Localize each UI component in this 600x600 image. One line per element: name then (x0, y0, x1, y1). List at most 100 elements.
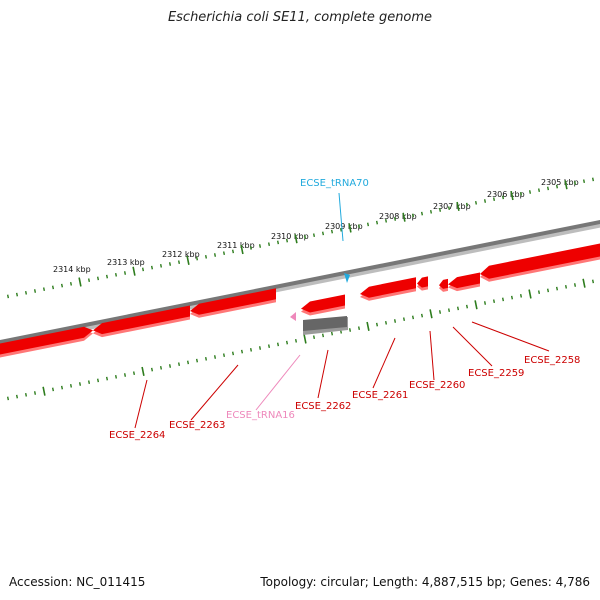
inner-ring-minor-tick (573, 283, 577, 287)
outer-ring-minor-tick (24, 290, 28, 295)
label-g2264: ECSE_2264 (109, 430, 165, 441)
outer-ring-minor-tick (501, 195, 505, 200)
outer-ring-minor-tick (429, 209, 433, 214)
outer-ring-minor-tick (411, 213, 415, 218)
leader-2261 (372, 337, 396, 389)
leader-2264 (134, 379, 148, 429)
leader-2263 (190, 364, 239, 421)
gene-features (0, 243, 600, 358)
outer-ring-minor-tick (582, 179, 586, 184)
inner-ring-minor-tick (267, 344, 271, 349)
inner-ring-minor-tick (168, 364, 172, 368)
outer-ring-minor-tick (366, 222, 370, 227)
inner-ring-minor-tick (393, 319, 397, 323)
leader-2258 (471, 321, 550, 352)
outer-ring-minor-tick (150, 265, 154, 270)
leader-2259 (452, 326, 493, 367)
outer-ring-minor-tick (393, 217, 397, 221)
inner-ring-minor-tick (447, 308, 451, 313)
scale-label-2308-kbp: 2308 kbp (379, 212, 417, 221)
outer-ring-minor-tick (339, 227, 343, 232)
outer-ring-minor-tick (474, 200, 478, 205)
outer-ring-minor-tick (285, 238, 289, 243)
outer-ring-major-tick (564, 180, 568, 190)
label-g2261: ECSE_2261 (352, 390, 408, 401)
outer-ring-minor-tick (141, 267, 145, 272)
inner-ring-minor-tick (492, 299, 496, 304)
inner-ring-minor-tick (132, 371, 136, 376)
outer-ring-major-tick (402, 212, 406, 222)
map-title: Escherichia coli SE11, complete genome (167, 10, 433, 25)
gene-ECSE-2258a (439, 278, 448, 289)
outer-ring-minor-tick (87, 278, 91, 283)
outer-ring-minor-tick (42, 287, 46, 292)
inner-ring-minor-tick (375, 322, 379, 327)
inner-ring-minor-tick (204, 356, 208, 361)
label-trna16: ECSE_tRNA16 (226, 410, 295, 421)
gene-ECSE-2257 (480, 243, 600, 279)
outer-ring-minor-tick (177, 260, 181, 265)
leader-trna70 (338, 192, 344, 242)
scale-label-2306-kbp: 2306 kbp (487, 190, 525, 199)
inner-ring-minor-tick (564, 284, 568, 289)
outer-ring-minor-tick (267, 242, 271, 247)
outer-ring-minor-tick (222, 251, 226, 256)
trna-ECSE-tRNA70 (344, 273, 350, 283)
inner-ring-minor-tick (321, 333, 325, 338)
outer-ring-minor-tick (168, 262, 172, 266)
inner-ring-minor-tick (6, 396, 10, 401)
inner-ring-minor-tick (24, 392, 28, 397)
outer-ring-minor-tick (105, 274, 109, 279)
scale-label-2314-kbp: 2314 kbp (53, 265, 91, 274)
leader-2260 (429, 330, 435, 381)
inner-ring-minor-tick (60, 385, 64, 390)
accession-text: Accession: NC_011415 (9, 575, 146, 589)
gene-ECSE-2261 (301, 294, 345, 313)
inner-ring-minor-tick (213, 355, 217, 359)
outer-ring-minor-tick (33, 289, 37, 293)
inner-ring-minor-tick (249, 347, 253, 352)
inner-ring-major-tick (474, 300, 478, 310)
inner-ring-minor-tick (222, 353, 226, 358)
outer-ring-minor-tick (303, 235, 307, 239)
outer-ring-minor-tick (519, 191, 523, 196)
outer-ring-minor-tick (546, 186, 550, 191)
inner-ring-minor-tick (312, 335, 316, 340)
inner-ring-major-tick (366, 321, 370, 331)
inner-ring-major-tick (303, 334, 307, 344)
outer-tick-ring (6, 177, 595, 299)
trna-ECSE-tRNA16 (290, 312, 296, 321)
inner-ring-minor-tick (438, 310, 442, 314)
outer-ring-minor-tick (96, 276, 100, 281)
gene-ECSE-2263 (93, 305, 190, 335)
outer-ring-major-tick (240, 245, 244, 255)
outer-ring-minor-tick (555, 184, 559, 189)
inner-ring-minor-tick (276, 342, 280, 347)
inner-ring-major-tick (429, 309, 433, 319)
inner-ring-minor-tick (51, 387, 55, 392)
backbone-line (0, 219, 600, 345)
inner-ring-major-tick (528, 289, 532, 299)
inner-ring-minor-tick (456, 306, 460, 311)
inner-ring-minor-tick (294, 338, 298, 343)
inner-ring-minor-tick (15, 394, 19, 399)
outer-ring-minor-tick (159, 263, 163, 268)
inner-ring-minor-tick (87, 380, 91, 385)
inner-ring-minor-tick (33, 391, 37, 395)
inner-ring-minor-tick (240, 349, 244, 354)
inner-ring-minor-tick (150, 367, 154, 372)
outer-ring-major-tick (132, 266, 136, 276)
outer-ring-minor-tick (249, 245, 253, 250)
inner-tick-ring (6, 278, 595, 401)
inner-ring-minor-tick (591, 279, 595, 284)
outer-ring-major-tick (348, 223, 352, 233)
scale-label-2307-kbp: 2307 kbp (433, 202, 471, 211)
outer-ring-minor-tick (357, 224, 361, 229)
outer-ring-minor-tick (114, 272, 118, 277)
label-g2258: ECSE_2258 (524, 355, 580, 366)
inner-ring-minor-tick (537, 290, 541, 295)
inner-ring-minor-tick (186, 360, 190, 365)
label-trna70: ECSE_tRNA70 (300, 178, 369, 189)
inner-ring-minor-tick (159, 365, 163, 370)
